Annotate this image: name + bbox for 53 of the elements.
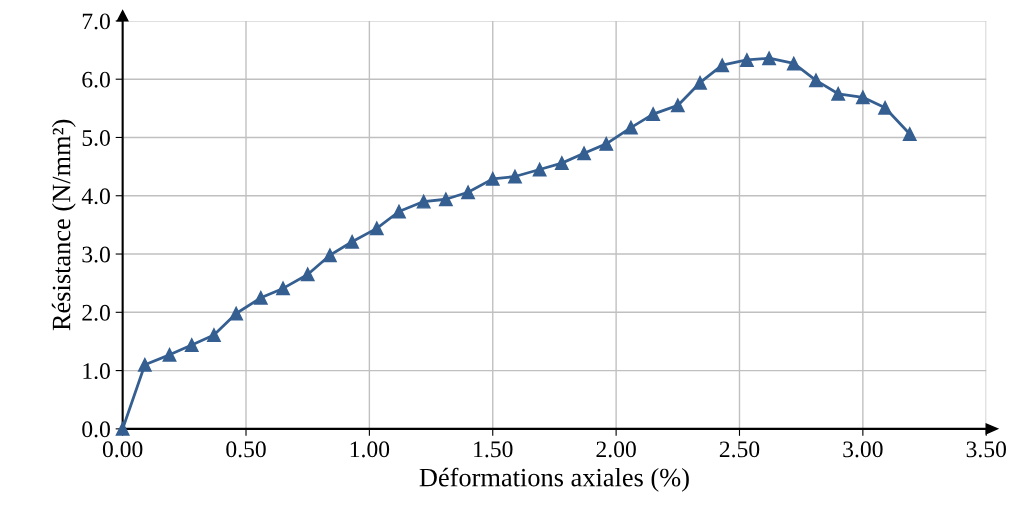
- point: [206, 328, 221, 342]
- y-tick-label: 5.0: [82, 129, 110, 146]
- x-tick-label: 2.50: [719, 441, 760, 458]
- point: [693, 75, 707, 90]
- x-tick-label: 0.00: [102, 441, 143, 458]
- point: [438, 192, 453, 207]
- y-axis-title: Résistance (N/mm²): [51, 119, 76, 331]
- point: [162, 347, 177, 362]
- y-tick-label: 2.0: [82, 304, 110, 321]
- x-tick-label: 1.50: [474, 441, 513, 458]
- y-tick-label: 6.0: [82, 71, 110, 88]
- point: [485, 171, 500, 186]
- x-tick-label: 2.00: [596, 441, 636, 458]
- point: [670, 98, 685, 113]
- point: [532, 162, 547, 177]
- point: [739, 53, 754, 67]
- point: [831, 86, 846, 101]
- point: [855, 90, 870, 105]
- y-tick-label: 3.0: [82, 246, 110, 263]
- y-tick-label: 0.0: [82, 421, 110, 438]
- x-tick-label: 0.50: [226, 441, 266, 458]
- point: [646, 107, 661, 122]
- point: [184, 337, 199, 352]
- point: [322, 248, 337, 263]
- point: [762, 51, 777, 66]
- point: [392, 204, 406, 219]
- point: [809, 73, 823, 88]
- point: [902, 127, 917, 141]
- point: [137, 357, 152, 372]
- point: [623, 120, 638, 135]
- point: [461, 185, 476, 200]
- point: [786, 56, 801, 71]
- point: [878, 100, 893, 115]
- x-axis-title: Déformations axiales (%): [419, 467, 689, 492]
- point: [577, 146, 591, 161]
- x-tick-label: 3.00: [843, 441, 883, 458]
- point: [715, 58, 730, 73]
- point: [345, 234, 360, 249]
- y-tick-label: 4.0: [81, 188, 110, 205]
- x-tick-label: 3.50: [966, 441, 1006, 458]
- point: [554, 156, 569, 171]
- point: [369, 221, 384, 236]
- point: [599, 136, 614, 151]
- point: [300, 267, 315, 282]
- point: [115, 421, 130, 436]
- y-tick-label: 7.0: [82, 13, 110, 30]
- point: [229, 306, 244, 321]
- point: [508, 169, 522, 184]
- point: [253, 290, 268, 305]
- y-tick-label: 1.0: [83, 363, 110, 380]
- x-tick-label: 1.00: [350, 441, 390, 458]
- point: [276, 281, 290, 296]
- point: [416, 194, 431, 209]
